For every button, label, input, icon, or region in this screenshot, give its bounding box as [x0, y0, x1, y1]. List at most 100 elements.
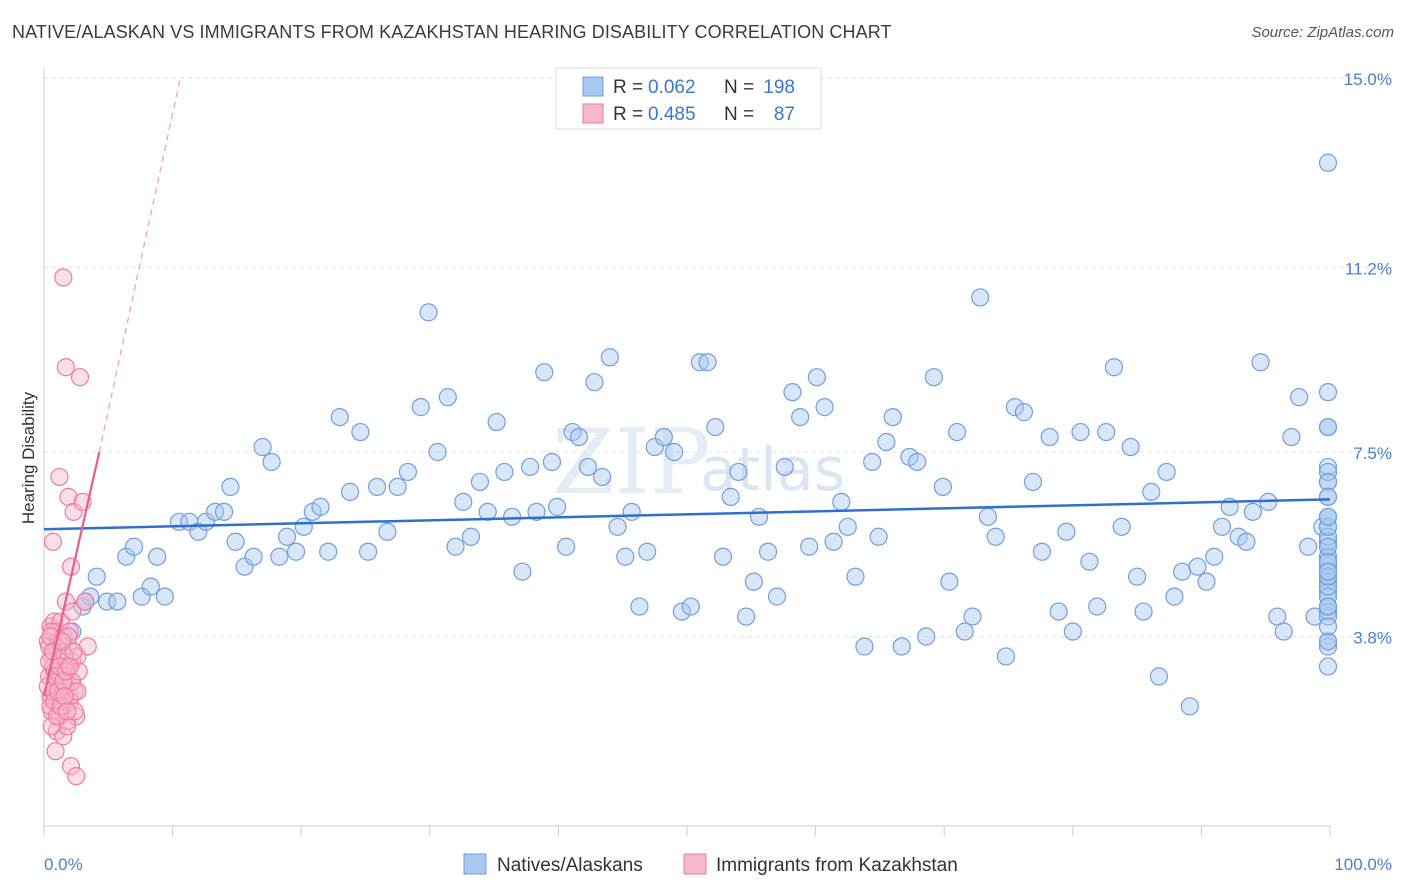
native-point-38: [378, 522, 397, 541]
native-point-177: [1318, 462, 1338, 482]
native-point-137: [1173, 562, 1192, 581]
bottom-legend: Natives/Alaskans Immigrants from Kazakhs…: [463, 853, 958, 876]
native-point-157: [1318, 657, 1338, 676]
native-point-76: [690, 353, 709, 372]
kazakhstan-point-38: [64, 502, 83, 521]
native-point-197: [1318, 617, 1338, 636]
native-point-106: [924, 368, 944, 387]
native-point-63: [585, 373, 604, 392]
kazakhstan-point-51: [46, 742, 65, 761]
bottom-legend-swatch-kazakhstan: [683, 853, 707, 875]
native-point-59: [557, 537, 576, 556]
kazakhstan-point-69: [69, 662, 88, 681]
kazakhstan-point-22: [54, 268, 73, 287]
native-point-32: [319, 542, 338, 561]
y-tick-label-1: 7.5%: [1353, 444, 1392, 463]
native-point-165: [1318, 607, 1338, 626]
native-point-86: [767, 587, 787, 606]
native-point-101: [883, 407, 902, 427]
native-point-102: [892, 637, 911, 656]
native-point-92: [815, 398, 834, 417]
kazakhstan-point-67: [67, 767, 86, 786]
native-point-132: [1134, 602, 1153, 621]
native-point-126: [1088, 597, 1107, 616]
native-point-135: [1157, 462, 1176, 482]
kazakhstan-point-57: [54, 727, 73, 746]
native-point-13: [155, 587, 174, 606]
native-point-7: [108, 592, 127, 611]
native-point-12: [148, 547, 167, 566]
native-point-68: [622, 502, 641, 521]
native-point-153: [1299, 537, 1318, 556]
native-point-109: [947, 422, 967, 442]
native-point-160: [1318, 602, 1338, 621]
native-point-171: [1318, 457, 1338, 477]
native-point-150: [1274, 622, 1293, 641]
native-point-52: [503, 507, 522, 526]
native-point-89: [791, 407, 810, 427]
y-tick-labels: 3.8% 7.5% 11.2% 15.0%: [1344, 70, 1392, 648]
native-point-54: [521, 457, 540, 477]
native-point-8: [117, 547, 136, 566]
native-point-28: [286, 542, 306, 561]
native-point-31: [311, 497, 330, 516]
native-point-67: [616, 547, 635, 566]
native-point-158: [1318, 557, 1338, 576]
kazakhstan-point-42: [70, 368, 90, 387]
native-point-180: [1318, 552, 1338, 571]
native-point-43: [428, 442, 447, 462]
native-point-186: [1318, 537, 1338, 556]
legend-n-value-1: 198: [763, 77, 795, 98]
native-point-78: [706, 417, 725, 437]
native-point-100: [877, 432, 896, 452]
native-point-110: [955, 622, 974, 641]
kazakhstan-point-24: [55, 697, 74, 716]
native-point-175: [1318, 527, 1338, 546]
kazakhstan-point-85: [58, 702, 77, 721]
native-point-51: [495, 462, 514, 482]
native-point-185: [1318, 567, 1338, 586]
native-point-84: [749, 507, 769, 526]
native-point-147: [1251, 353, 1270, 372]
native-point-41: [411, 398, 430, 417]
trend-line-kazakhstan: [42, 451, 101, 697]
native-point-139: [1188, 557, 1207, 576]
trend-line-kazakhstan-extension: [98, 77, 181, 453]
kazakhstan-point-65: [64, 642, 83, 661]
x-tick-label-1: 100.0%: [1334, 855, 1392, 874]
native-point-118: [1023, 472, 1043, 492]
native-point-21: [226, 532, 245, 551]
native-point-80: [721, 487, 740, 506]
native-point-44: [438, 388, 457, 407]
watermark-zip: ZIP: [552, 410, 711, 515]
native-point-85: [758, 542, 778, 561]
legend-swatch-natives: [582, 76, 604, 97]
y-tick-label-0: 3.8%: [1353, 629, 1392, 648]
native-point-127: [1097, 422, 1116, 442]
native-point-88: [783, 383, 802, 402]
native-point-105: [917, 627, 936, 646]
series-immigrants-kazakhstan: [38, 268, 97, 786]
native-point-111: [963, 607, 982, 626]
native-point-122: [1057, 522, 1076, 541]
native-point-34: [340, 482, 360, 501]
y-tick-label-3: 15.0%: [1344, 70, 1392, 89]
native-point-140: [1197, 572, 1216, 591]
native-point-191: [1318, 153, 1338, 172]
native-point-136: [1165, 587, 1184, 606]
native-point-99: [869, 527, 888, 546]
native-point-192: [1318, 632, 1338, 651]
kazakhstan-point-86: [60, 657, 79, 676]
native-point-35: [351, 422, 370, 442]
native-point-193: [1318, 562, 1338, 581]
native-point-53: [513, 562, 532, 581]
native-point-29: [294, 517, 313, 536]
series-natives-alaskans: [54, 153, 1338, 716]
native-point-19: [214, 502, 234, 521]
trend-line-natives: [43, 498, 1331, 531]
native-point-195: [1318, 597, 1338, 616]
native-point-49: [478, 502, 497, 521]
native-point-152: [1290, 388, 1309, 407]
native-point-123: [1063, 622, 1082, 641]
native-point-95: [838, 517, 857, 536]
